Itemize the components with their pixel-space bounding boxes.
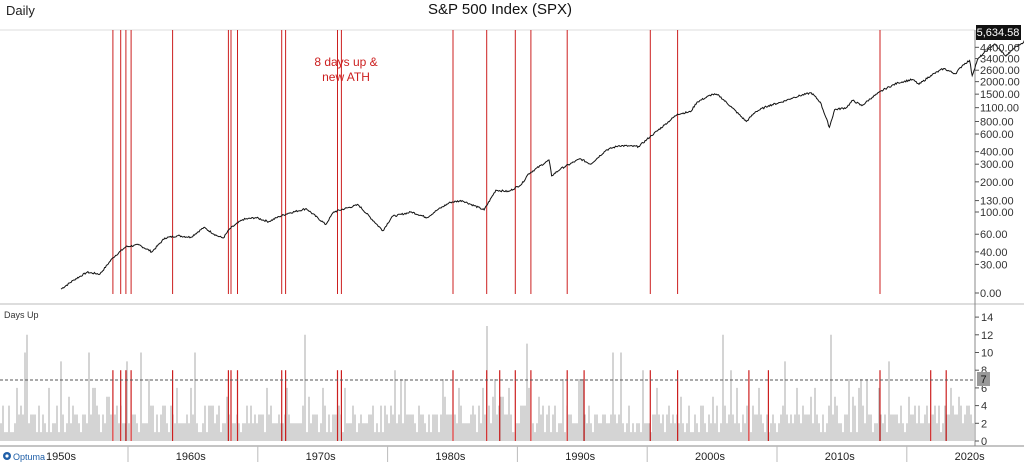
price-series	[60, 39, 1024, 290]
x-tick-label: 1990s	[565, 451, 595, 463]
price-tick-label: 1100.00	[980, 103, 1019, 115]
price-tick-label: 800.00	[980, 117, 1014, 129]
x-tick-label: 1950s	[46, 451, 76, 463]
x-tick-label: 2020s	[955, 451, 985, 463]
price-tick-label: 3400.00	[980, 54, 1020, 66]
price-tick-label: 600.00	[980, 129, 1014, 141]
annotation-line-1: 8 days up &	[314, 55, 377, 69]
price-tick-label: 40.00	[980, 247, 1008, 259]
x-tick-label: 2000s	[695, 451, 725, 463]
chart-title: S&P 500 Index (SPX)	[428, 1, 572, 18]
days-up-y-axis: 14 12 10 8 6 4 2 0	[975, 312, 993, 448]
price-line	[60, 39, 1024, 290]
days-tick-label: 8	[981, 365, 987, 377]
timeframe-label: Daily	[6, 3, 35, 18]
threshold-badge-label: 7	[980, 374, 986, 386]
price-tick-label: 100.00	[980, 207, 1014, 219]
last-price-label: 5,634.58	[977, 27, 1020, 39]
days-tick-label: 2	[981, 418, 987, 430]
days-tick-label: 6	[981, 383, 987, 395]
price-tick-label: 300.00	[980, 159, 1014, 171]
optuma-brand: Optuma	[3, 452, 45, 462]
days-up-panel-title: Days Up	[4, 310, 39, 320]
days-tick-label: 12	[981, 330, 993, 342]
price-tick-label: 400.00	[980, 147, 1014, 159]
days-up-bars	[0, 325, 974, 441]
price-tick-label: 130.00	[980, 196, 1014, 208]
days-tick-label: 0	[981, 436, 987, 448]
x-tick-label: 1980s	[435, 451, 465, 463]
last-price-badge-bg	[976, 25, 1021, 40]
x-tick-label: 1970s	[306, 451, 336, 463]
x-axis-ticks: 1950s 1960s 1970s 1980s 1990s 2000s 2010s 2020s	[46, 446, 985, 463]
price-tick-label: 0.00	[980, 288, 1001, 300]
price-tick-label: 200.00	[980, 177, 1014, 189]
price-tick-label: 4400.00	[980, 42, 1020, 54]
price-tick-label: 2600.00	[980, 65, 1020, 77]
annotation-line-2: new ATH	[322, 70, 370, 84]
last-price-badge: 5,634.58	[976, 25, 1021, 40]
threshold-badge-bg	[977, 372, 990, 386]
days-tick-label: 4	[981, 401, 987, 413]
days-tick-label: 10	[981, 348, 993, 360]
optuma-logo-icon-core	[5, 454, 9, 458]
days-tick-label: 14	[981, 312, 993, 324]
price-tick-label: 1500.00	[980, 89, 1020, 101]
price-tick-label: 60.00	[980, 229, 1008, 241]
price-tick-label: 30.00	[980, 259, 1008, 271]
event-lines	[112, 30, 881, 294]
x-tick-label: 1960s	[176, 451, 206, 463]
price-tick-label: 2000.00	[980, 77, 1020, 89]
x-tick-label: 2010s	[825, 451, 855, 463]
brand-name: Optuma	[13, 452, 45, 462]
